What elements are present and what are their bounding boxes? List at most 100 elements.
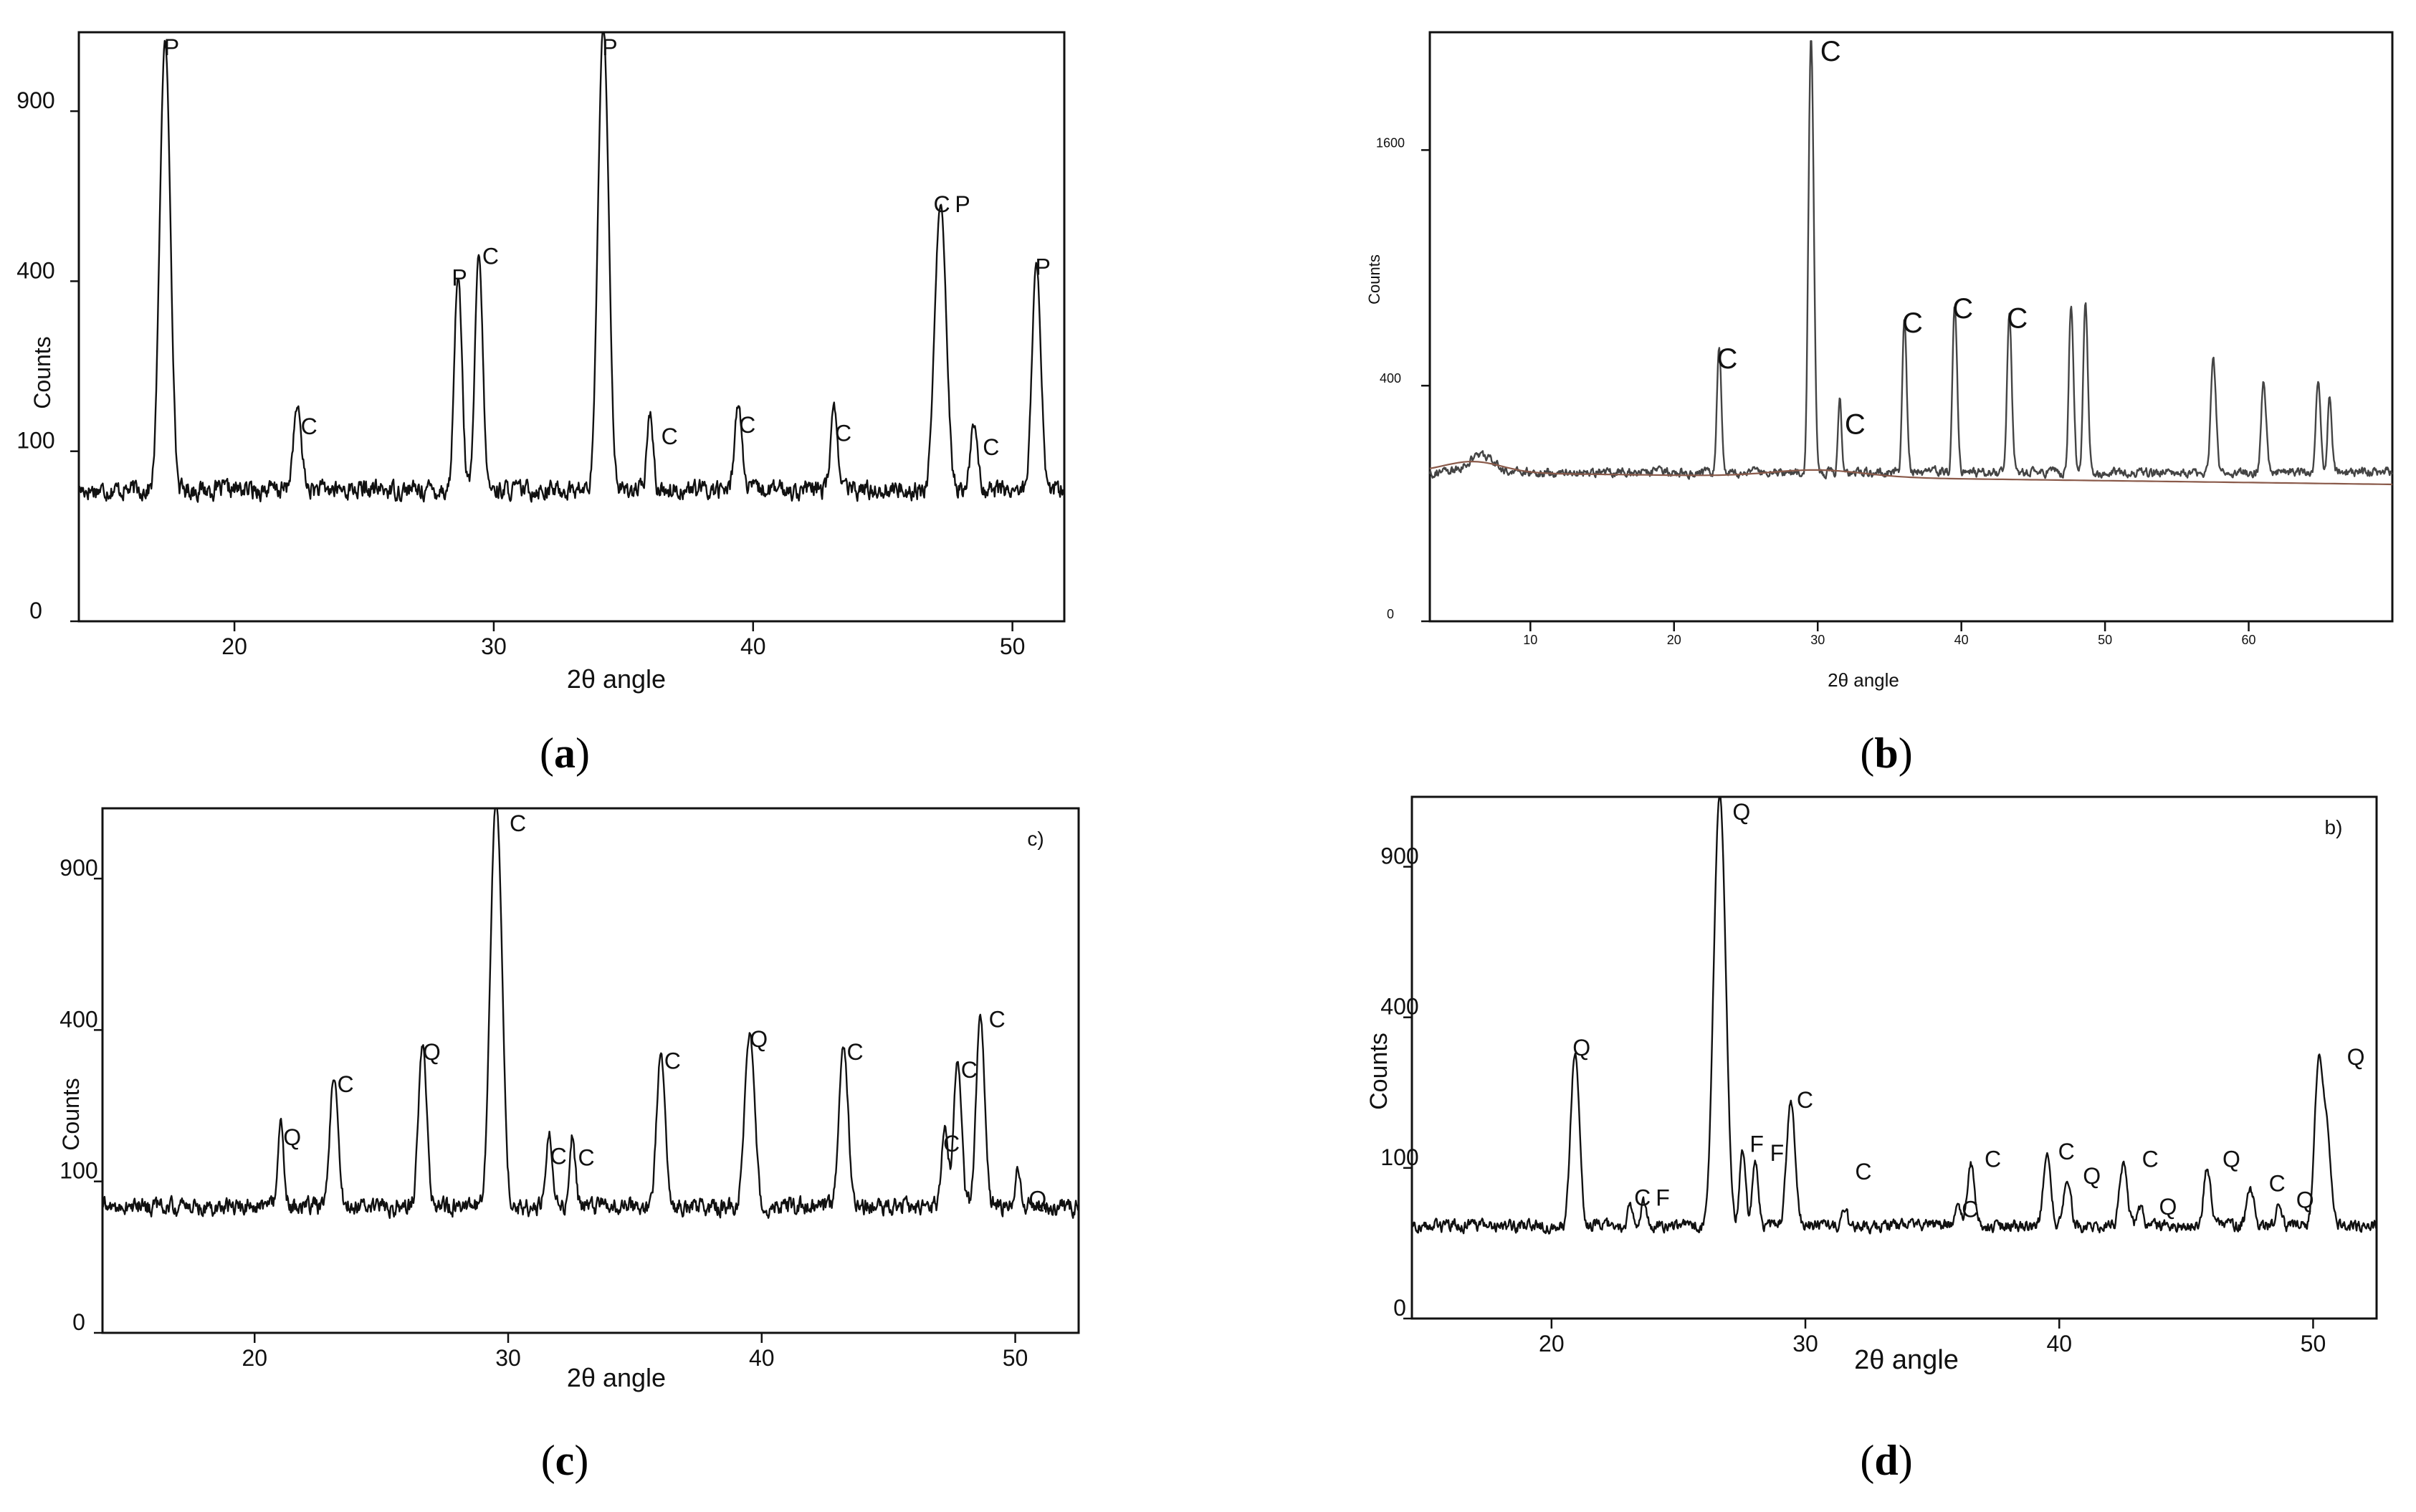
x-tick-label: 20 (242, 1345, 267, 1371)
peak-label: F (1749, 1131, 1764, 1157)
peak-label: C (1902, 307, 1923, 339)
caption-d: (d) (1860, 1437, 1912, 1484)
peak-label: C (662, 424, 678, 449)
x-tick-label: 50 (2098, 633, 2112, 647)
peak-label: C (1962, 1196, 1978, 1222)
peak-label: F (1770, 1140, 1785, 1166)
diffraction-series-line (101, 807, 1079, 1219)
caption-c: (c) (541, 1437, 589, 1484)
y-tick-label: 0 (29, 598, 42, 623)
x-tick-label: 30 (1810, 633, 1825, 647)
peak-label: C (1845, 409, 1866, 441)
peak-label: Q (2222, 1147, 2240, 1172)
y-axis-label: Counts (29, 336, 55, 408)
peak-label: Q (283, 1124, 301, 1150)
x-tick-label: 10 (1523, 633, 1537, 647)
x-tick-label: 30 (1792, 1331, 1818, 1357)
y-tick-label: 900 (1380, 843, 1418, 869)
plot-frame (1410, 795, 2378, 1320)
peak-label: Q (2347, 1044, 2365, 1070)
peak-label: P (1036, 254, 1051, 279)
peak-label: C (337, 1071, 353, 1097)
y-tick-label: 400 (59, 1006, 97, 1032)
x-axis-label: 2θ angle (567, 1363, 666, 1392)
caption-b: (b) (1860, 729, 1912, 777)
peak-label: C (1797, 1087, 1813, 1113)
peak-label: Q (2159, 1194, 2177, 1220)
peak-label: P (602, 34, 617, 60)
peak-label: C (2058, 1139, 2075, 1164)
y-tick-label: 900 (59, 855, 97, 881)
peak-label: C (983, 434, 999, 460)
y-axis-label: Counts (1365, 254, 1383, 305)
panel-corner-label: b) (2325, 816, 2343, 838)
peak-label: Q (1732, 799, 1750, 825)
y-tick-label: 400 (1380, 371, 1401, 386)
x-axis-label: 2θ angle (1828, 669, 1899, 691)
peak-label: C (2269, 1171, 2286, 1197)
plot-frame (101, 807, 1080, 1334)
y-axis-label: Counts (1365, 1033, 1393, 1110)
svg-text:(b): (b) (1860, 729, 1912, 777)
plot-frame (77, 31, 1066, 623)
caption-a: (a) (540, 729, 590, 777)
peak-label: C (835, 420, 851, 446)
svg-text:(c): (c) (541, 1437, 589, 1484)
background-fit-line (1429, 460, 2393, 486)
peak-label: C (1985, 1147, 2001, 1172)
peak-label: P (164, 34, 179, 60)
y-tick-label: 1600 (1376, 135, 1405, 150)
x-tick-label: 30 (481, 633, 507, 659)
peak-label: C (510, 810, 526, 836)
peak-label: P (452, 265, 467, 291)
peak-label: Q (2296, 1187, 2314, 1212)
peak-label: C (482, 244, 499, 269)
peak-label: Q (1572, 1035, 1590, 1061)
svg-text:(d): (d) (1860, 1437, 1912, 1484)
peak-label: C (943, 1131, 960, 1157)
peak-label: P (955, 191, 970, 217)
peak-label: C (2007, 302, 2028, 334)
y-tick-label: 0 (1393, 1295, 1406, 1321)
x-tick-label: 40 (740, 633, 766, 659)
x-tick-label: 50 (1000, 633, 1026, 659)
y-axis-label: Counts (58, 1078, 84, 1150)
peak-label: C (989, 1006, 1006, 1032)
x-tick-label: 20 (221, 633, 247, 659)
peak-label: Q (750, 1026, 768, 1052)
x-tick-label: 60 (2242, 633, 2256, 647)
x-tick-label: 40 (1954, 633, 1969, 647)
y-tick-label: 100 (59, 1158, 97, 1184)
y-tick-label: 0 (1387, 607, 1394, 621)
peak-label: Q (1028, 1186, 1046, 1212)
diffraction-series-line (77, 31, 1066, 503)
peak-label: C (1820, 36, 1841, 67)
peak-label: F (1656, 1185, 1670, 1210)
diffraction-series-line (1411, 795, 2378, 1235)
y-tick-label: 400 (1380, 994, 1418, 1020)
x-axis-label: 2θ angle (567, 664, 666, 694)
y-tick-label: 100 (16, 428, 54, 454)
peak-label: C (2142, 1147, 2159, 1172)
peak-label: C (1855, 1159, 1871, 1185)
peak-label: Q (423, 1039, 441, 1065)
peak-label: C (578, 1144, 595, 1170)
peak-label: C (550, 1143, 567, 1169)
peak-label: C (934, 191, 950, 217)
peak-label: Q (2083, 1163, 2101, 1189)
y-tick-label: 400 (16, 257, 54, 283)
peak-label: C (1716, 343, 1737, 375)
x-tick-label: 30 (495, 1345, 521, 1371)
peak-label: C (847, 1039, 864, 1065)
panel-corner-label: c) (1027, 828, 1044, 850)
svg-text:(a): (a) (540, 729, 590, 777)
peak-label: C (664, 1048, 681, 1073)
x-tick-label: 50 (1003, 1345, 1028, 1371)
y-tick-label: 900 (16, 87, 54, 113)
x-tick-label: 40 (2046, 1331, 2072, 1357)
y-tick-label: 0 (72, 1309, 85, 1335)
diffraction-series-line (1428, 40, 2393, 480)
